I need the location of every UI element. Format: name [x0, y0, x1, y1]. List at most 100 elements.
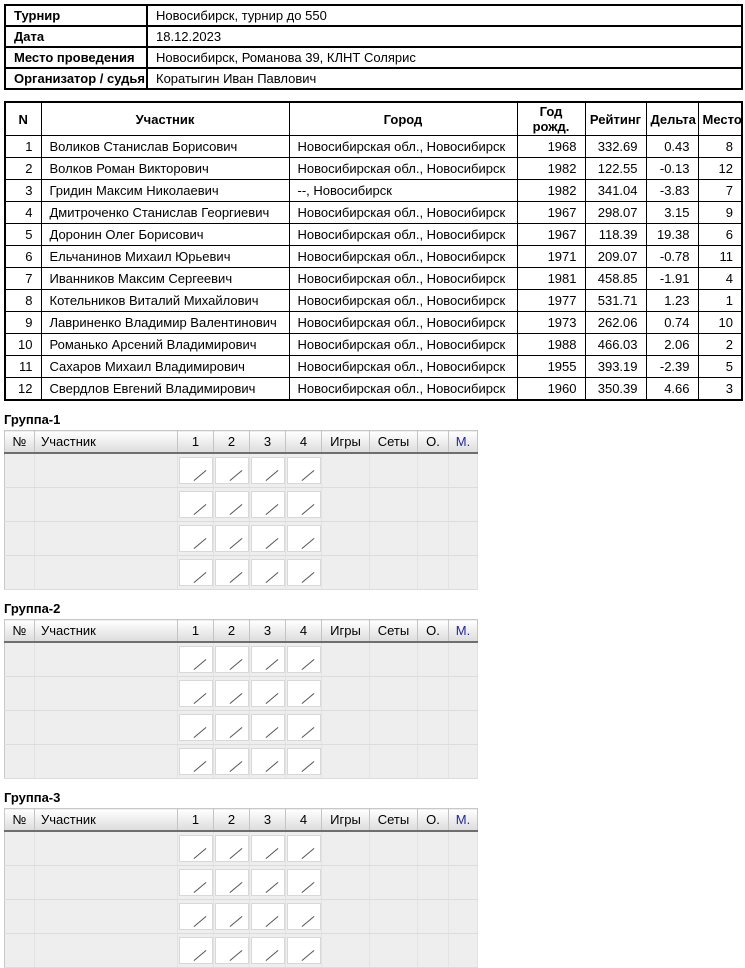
birth-year: 1955 — [516, 355, 586, 378]
match-result — [286, 937, 321, 964]
games-summary — [321, 521, 370, 556]
participant-cell — [34, 933, 178, 968]
slash-divider — [265, 760, 278, 773]
place-value: 7 — [697, 179, 743, 202]
match-cell — [213, 710, 250, 745]
participant-cell — [34, 521, 178, 556]
match-cell — [177, 676, 214, 711]
participant-name: Дмитроченко Станислав Георгиевич — [40, 201, 290, 224]
group-row — [4, 744, 478, 779]
slash-divider — [229, 692, 242, 705]
group-table: № Участник 1 2 3 4 Игры Сеты О. М. — [4, 808, 478, 968]
match-cell — [285, 831, 322, 866]
match-cell — [249, 676, 286, 711]
slash-divider — [265, 847, 278, 860]
group-place-value — [448, 710, 478, 745]
match-cell — [213, 487, 250, 522]
group-section: Группа-2 № Участник 1 2 3 4 Игры Сеты О. — [4, 601, 741, 779]
match-cell — [285, 487, 322, 522]
slash-divider — [265, 692, 278, 705]
col-header-place: Место — [697, 101, 743, 136]
match-result — [250, 835, 285, 862]
match-result — [214, 937, 249, 964]
slash-divider — [301, 949, 314, 962]
col-header-opponent-1: 1 — [177, 808, 214, 832]
rating-value: 122.55 — [584, 157, 647, 180]
match-result — [286, 559, 321, 586]
points-value — [417, 899, 449, 934]
group-place-value — [448, 865, 478, 900]
info-label: Место проведения — [4, 46, 148, 69]
match-cell — [177, 744, 214, 779]
row-number — [4, 710, 35, 745]
row-number — [4, 933, 35, 968]
match-result — [250, 937, 285, 964]
row-number: 5 — [4, 223, 42, 246]
match-result — [178, 457, 213, 484]
match-cell — [249, 744, 286, 779]
points-value — [417, 831, 449, 866]
slash-divider — [301, 658, 314, 671]
col-header-points: О. — [417, 430, 449, 454]
col-header-city: Город — [288, 101, 518, 136]
match-result — [178, 937, 213, 964]
match-cell — [213, 831, 250, 866]
games-summary — [321, 710, 370, 745]
points-value — [417, 487, 449, 522]
slash-divider — [301, 503, 314, 516]
place-value: 8 — [697, 135, 743, 158]
match-cell — [177, 899, 214, 934]
match-result — [250, 714, 285, 741]
slash-divider — [193, 503, 206, 516]
match-result — [250, 559, 285, 586]
info-label: Дата — [4, 25, 148, 48]
col-header-sets: Сеты — [369, 619, 418, 643]
match-result — [286, 680, 321, 707]
match-cell — [249, 710, 286, 745]
participant-name: Волков Роман Викторович — [40, 157, 290, 180]
points-value — [417, 933, 449, 968]
rating-value: 466.03 — [584, 333, 647, 356]
match-cell — [177, 642, 214, 677]
participant-cell — [34, 555, 178, 590]
match-cell — [285, 899, 322, 934]
row-number — [4, 642, 35, 677]
games-summary — [321, 831, 370, 866]
row-number: 4 — [4, 201, 42, 224]
match-cell — [249, 487, 286, 522]
row-number — [4, 521, 35, 556]
slash-divider — [301, 881, 314, 894]
info-value: Новосибирск, Романова 39, КЛНТ Солярис — [146, 46, 743, 69]
match-result — [250, 869, 285, 896]
place-value: 4 — [697, 267, 743, 290]
row-number — [4, 555, 35, 590]
slash-divider — [301, 537, 314, 550]
birth-year: 1960 — [516, 377, 586, 401]
match-cell — [285, 521, 322, 556]
col-header-opponent-4: 4 — [285, 619, 322, 643]
col-header-points: О. — [417, 619, 449, 643]
delta-value: -0.78 — [645, 245, 699, 268]
slash-divider — [229, 881, 242, 894]
birth-year: 1967 — [516, 223, 586, 246]
slash-divider — [193, 692, 206, 705]
slash-divider — [301, 760, 314, 773]
place-value: 2 — [697, 333, 743, 356]
rating-value: 118.39 — [584, 223, 647, 246]
match-cell — [213, 521, 250, 556]
participant-name: Иванников Максим Сергеевич — [40, 267, 290, 290]
match-result — [214, 903, 249, 930]
place-value: 10 — [697, 311, 743, 334]
match-result — [250, 646, 285, 673]
group-row — [4, 933, 478, 968]
games-summary — [321, 555, 370, 590]
row-number: 10 — [4, 333, 42, 356]
participant-city: Новосибирская обл., Новосибирск — [288, 311, 518, 334]
participant-name: Воликов Станислав Борисович — [40, 135, 290, 158]
points-value — [417, 710, 449, 745]
group-title: Группа-1 — [4, 412, 61, 427]
sets-summary — [369, 453, 418, 488]
info-value: Коратыгин Иван Павлович — [146, 67, 743, 90]
match-result — [178, 714, 213, 741]
delta-value: -1.91 — [645, 267, 699, 290]
